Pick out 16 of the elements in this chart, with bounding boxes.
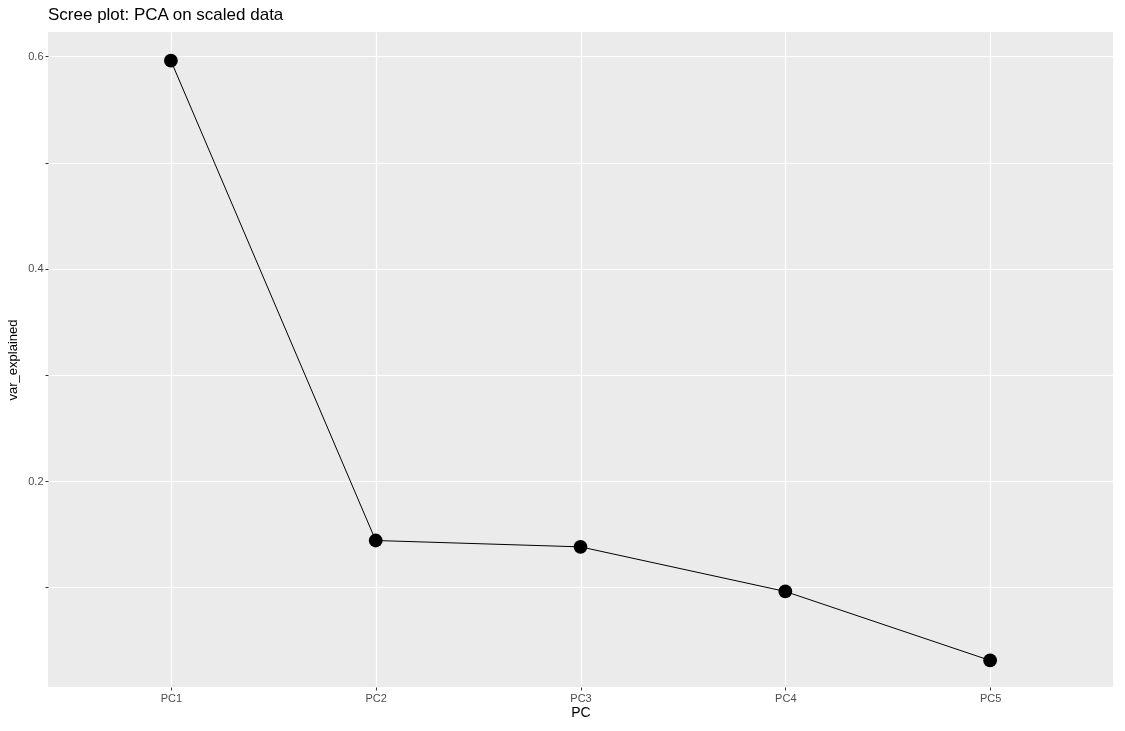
x-tick-label: PC3 — [570, 691, 592, 704]
point — [778, 584, 793, 599]
y-axis-title: var_explained — [5, 319, 21, 401]
y-tick-label: 0.4 — [28, 262, 44, 275]
point — [163, 53, 178, 68]
x-tick-label: PC4 — [775, 691, 797, 704]
y-tick-label: 0.6 — [28, 49, 44, 62]
y-tick-label: 0.2 — [28, 474, 44, 487]
point — [573, 539, 588, 554]
x-tick-label: PC2 — [365, 691, 387, 704]
x-tick-label: PC1 — [160, 691, 183, 704]
x-tick-label: PC5 — [979, 691, 1002, 704]
point — [368, 533, 383, 548]
x-axis-title: PC — [571, 703, 591, 720]
chart-title: Scree plot: PCA on scaled data — [48, 5, 284, 24]
point — [983, 653, 998, 668]
